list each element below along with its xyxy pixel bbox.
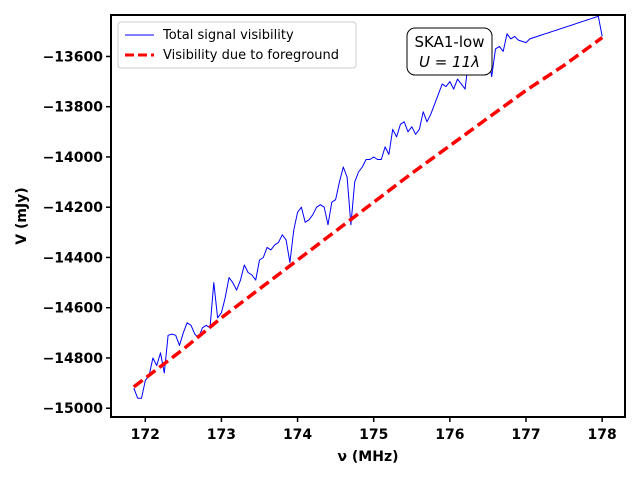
x-tick-label: 177 [511, 427, 540, 443]
annotation-baseline: U = 11λ [419, 53, 480, 71]
plot-frame [110, 14, 626, 418]
x-axis-ticks: 172 173 174 175 176 177 178 [131, 417, 617, 443]
annotation-box: SKA1-low U = 11λ [406, 27, 493, 76]
x-tick-label: 176 [435, 427, 464, 443]
x-tick-label: 175 [359, 427, 388, 443]
y-tick-label: −13600 [43, 49, 104, 65]
y-axis-ticks: −15000 −14800 −14600 −14400 −14200 −14000 −138… [43, 49, 111, 417]
x-tick-label: 178 [588, 427, 617, 443]
y-tick-label: −14600 [43, 301, 104, 317]
y-tick-label: −13800 [43, 100, 104, 116]
x-axis-title: ν (MHz) [337, 449, 398, 465]
legend-box [117, 21, 357, 69]
legend-label-foreground: Visibility due to foreground [163, 48, 339, 63]
y-tick-label: −14800 [43, 351, 104, 367]
x-tick-label: 173 [207, 427, 236, 443]
y-tick-label: −14000 [43, 150, 104, 166]
x-tick-label: 172 [131, 427, 160, 443]
series-layer [132, 15, 604, 399]
y-axis-title: V (mJy) [14, 187, 30, 244]
x-tick-label: 174 [283, 427, 312, 443]
y-tick-label: −15000 [43, 401, 104, 417]
legend-label-total-signal: Total signal visibility [162, 28, 294, 43]
annotation-frame [406, 27, 493, 76]
y-tick-label: −14200 [43, 200, 104, 216]
legend: Total signal visibility Visibility due t… [117, 21, 357, 69]
y-tick-label: −14400 [43, 250, 104, 266]
series-line-total-signal [133, 15, 603, 399]
annotation-title: SKA1-low [415, 33, 485, 51]
